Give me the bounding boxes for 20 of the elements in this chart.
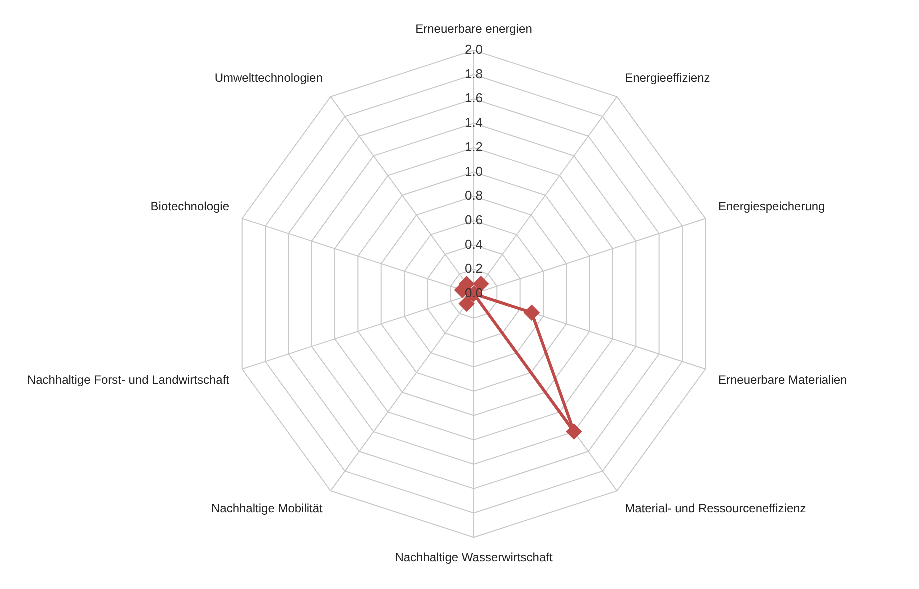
spoke-label: Umwelttechnologien	[214, 71, 323, 86]
spoke-label: Nachhaltige Mobilität	[211, 501, 324, 516]
spoke-label: Erneuerbare energien	[416, 22, 532, 36]
spoke-label: Energieeffizienz	[625, 71, 710, 86]
spoke-label: Energiespeicherung	[718, 200, 826, 214]
y-tick-label: 1.4	[464, 115, 484, 130]
y-tick-label: 1.6	[464, 90, 484, 106]
y-tick-label: 0.2	[464, 261, 484, 276]
spoke-label: Biotechnologie	[150, 200, 230, 214]
y-tick-label: 1.8	[464, 66, 484, 82]
spoke-label: Material- und Ressourceneffizienz	[625, 501, 806, 516]
y-tick-label: 0.4	[464, 236, 484, 252]
spoke-label: Nachhaltige Forst- und Landwirtschaft	[27, 372, 230, 387]
y-tick-label: 0.8	[464, 188, 484, 204]
y-tick-label: 1.2	[464, 139, 484, 154]
y-tick-label: 0.6	[464, 212, 484, 228]
spoke-label: Erneuerbare Materialien	[718, 372, 848, 387]
y-tick-label: 1.0	[464, 164, 484, 179]
y-tick-label: 2.0	[464, 42, 484, 58]
spoke-label: Nachhaltige Wasserwirtschaft	[395, 550, 554, 565]
